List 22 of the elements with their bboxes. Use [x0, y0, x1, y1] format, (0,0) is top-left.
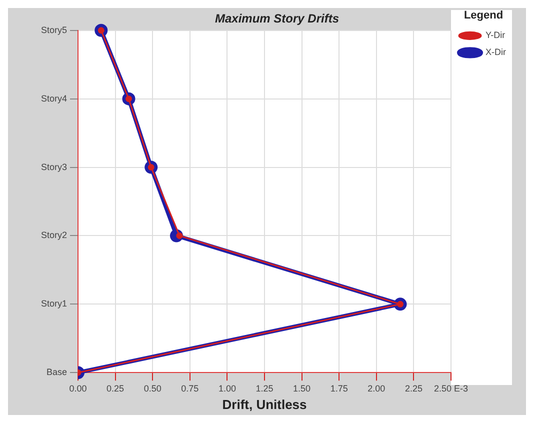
x-tick-label: 2.50 E-3 — [434, 383, 468, 394]
x-axis-title: Drift, Unitless — [222, 396, 307, 412]
y-tick-label: Story2 — [40, 230, 68, 240]
x-tick-label: 0.75 — [181, 383, 199, 394]
y-tick-label: Story3 — [40, 162, 68, 172]
x-tick-label: 1.00 — [218, 383, 236, 394]
chart-title: Maximum Story Drifts — [214, 12, 340, 26]
x-tick-label: 0.00 — [69, 383, 87, 394]
x-tick-label: 2.25 — [404, 383, 422, 394]
y-tick-label: Story4 — [40, 93, 68, 104]
x-tick-label: 1.50 — [293, 383, 311, 394]
x-tick-label: 2.00 — [368, 383, 386, 394]
x-tick-label: 0.50 — [144, 383, 162, 394]
x-tick-label: 1.75 — [330, 383, 348, 394]
x-tick-label: 0.25 — [106, 383, 124, 394]
legend-label: Y-Dir — [486, 30, 506, 40]
y-tick-label: Story5 — [40, 24, 68, 35]
x-tick-label: 1.25 — [256, 383, 274, 394]
legend-title: Legend — [464, 10, 504, 22]
y-tick-label: Story1 — [40, 298, 68, 309]
y-tick-label: Base — [46, 367, 68, 378]
legend-label: X-Dir — [486, 47, 506, 58]
